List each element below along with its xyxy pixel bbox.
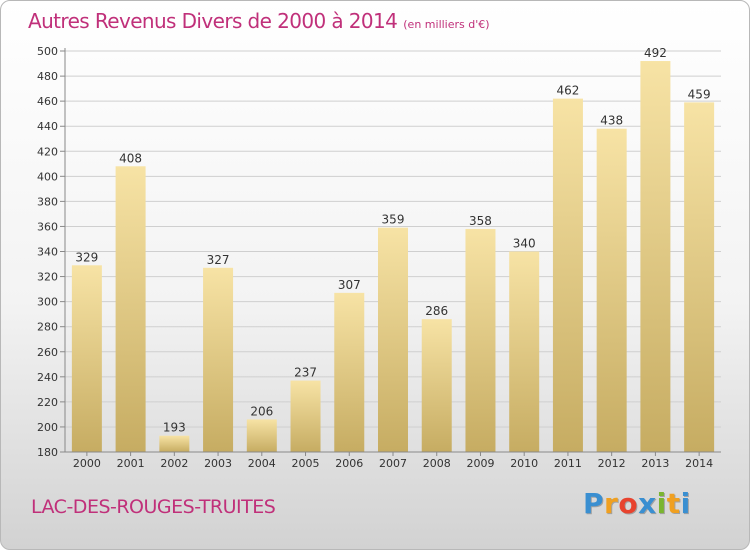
x-tick-label: 2002 (160, 457, 188, 470)
logo-letter: t (666, 487, 681, 520)
bar-value-label: 237 (294, 366, 317, 380)
bar (640, 61, 671, 453)
logo-letter: r (604, 487, 619, 520)
bar (378, 227, 408, 452)
bars (71, 61, 715, 453)
bar-value-label: 206 (250, 404, 273, 418)
y-tick-label: 340 (37, 246, 58, 259)
bar-value-label: 438 (600, 114, 623, 128)
labels: 180 200 220 240 260 280 300 320 340 360 380 400 420 4… (37, 45, 713, 470)
y-tick-label: 360 (37, 220, 58, 233)
x-tick-label: 2008 (423, 457, 451, 470)
logo-letter: i (656, 487, 667, 520)
bar (596, 128, 627, 452)
bar-value-label: 358 (469, 214, 492, 228)
chart-title-text: Autres Revenus Divers de 2000 à 2014 (28, 9, 398, 33)
proxiti-logo: Proxiti (583, 487, 691, 520)
y-tick-label: 240 (37, 371, 58, 384)
bar-value-label: 327 (207, 253, 230, 267)
bar (71, 265, 102, 452)
y-tick-label: 320 (37, 271, 58, 284)
bar-value-label: 286 (425, 304, 448, 318)
y-tick-label: 220 (37, 396, 58, 409)
y-tick-label: 460 (37, 95, 58, 108)
bar (465, 228, 496, 452)
x-tick-label: 2007 (379, 457, 407, 470)
bar-value-label: 462 (556, 84, 579, 98)
chart-title: Autres Revenus Divers de 2000 à 2014 (en … (28, 9, 490, 33)
y-tick-label: 480 (37, 70, 58, 83)
y-tick-label: 400 (37, 170, 58, 183)
bar (421, 319, 452, 452)
logo-letter: i (680, 487, 691, 520)
bar (552, 98, 583, 453)
bar (246, 419, 277, 452)
logo-letter: o (618, 487, 639, 520)
x-tick-label: 2006 (335, 457, 363, 470)
bar-value-label: 340 (513, 237, 536, 251)
x-tick-label: 2010 (510, 457, 538, 470)
bar-value-label: 408 (119, 151, 142, 165)
y-tick-label: 420 (37, 145, 58, 158)
x-tick-label: 2001 (117, 457, 145, 470)
chart-title-unit: (en milliers d'€) (403, 18, 490, 31)
bar (203, 267, 234, 452)
x-tick-label: 2012 (598, 457, 626, 470)
axes (60, 48, 721, 456)
x-tick-label: 2004 (248, 457, 276, 470)
bar (159, 435, 190, 452)
y-tick-label: 440 (37, 120, 58, 133)
logo-letter: P (583, 487, 605, 520)
bar-value-label: 459 (688, 87, 711, 101)
bar-value-label: 492 (644, 46, 667, 60)
y-tick-label: 260 (37, 346, 58, 359)
x-tick-label: 2013 (641, 457, 669, 470)
x-tick-label: 2005 (292, 457, 320, 470)
x-tick-label: 2003 (204, 457, 232, 470)
bar-value-label: 307 (338, 278, 361, 292)
y-tick-label: 180 (37, 446, 58, 459)
bar-value-label: 329 (75, 250, 98, 264)
x-tick-label: 2009 (466, 457, 494, 470)
y-tick-label: 200 (37, 421, 58, 434)
logo-letter: x (638, 487, 657, 520)
x-tick-label: 2011 (554, 457, 582, 470)
bar-value-label: 359 (382, 213, 405, 227)
y-tick-label: 280 (37, 321, 58, 334)
x-tick-label: 2000 (73, 457, 101, 470)
y-tick-label: 500 (37, 45, 58, 58)
bar (334, 292, 365, 452)
y-tick-label: 300 (37, 296, 58, 309)
bar (115, 166, 146, 452)
bar (290, 380, 321, 452)
bar (684, 102, 715, 453)
bar (509, 251, 540, 452)
place-name: LAC-DES-ROUGES-TRUITES (31, 496, 276, 518)
x-tick-label: 2014 (685, 457, 713, 470)
bar-value-label: 193 (163, 421, 186, 435)
y-tick-label: 380 (37, 195, 58, 208)
